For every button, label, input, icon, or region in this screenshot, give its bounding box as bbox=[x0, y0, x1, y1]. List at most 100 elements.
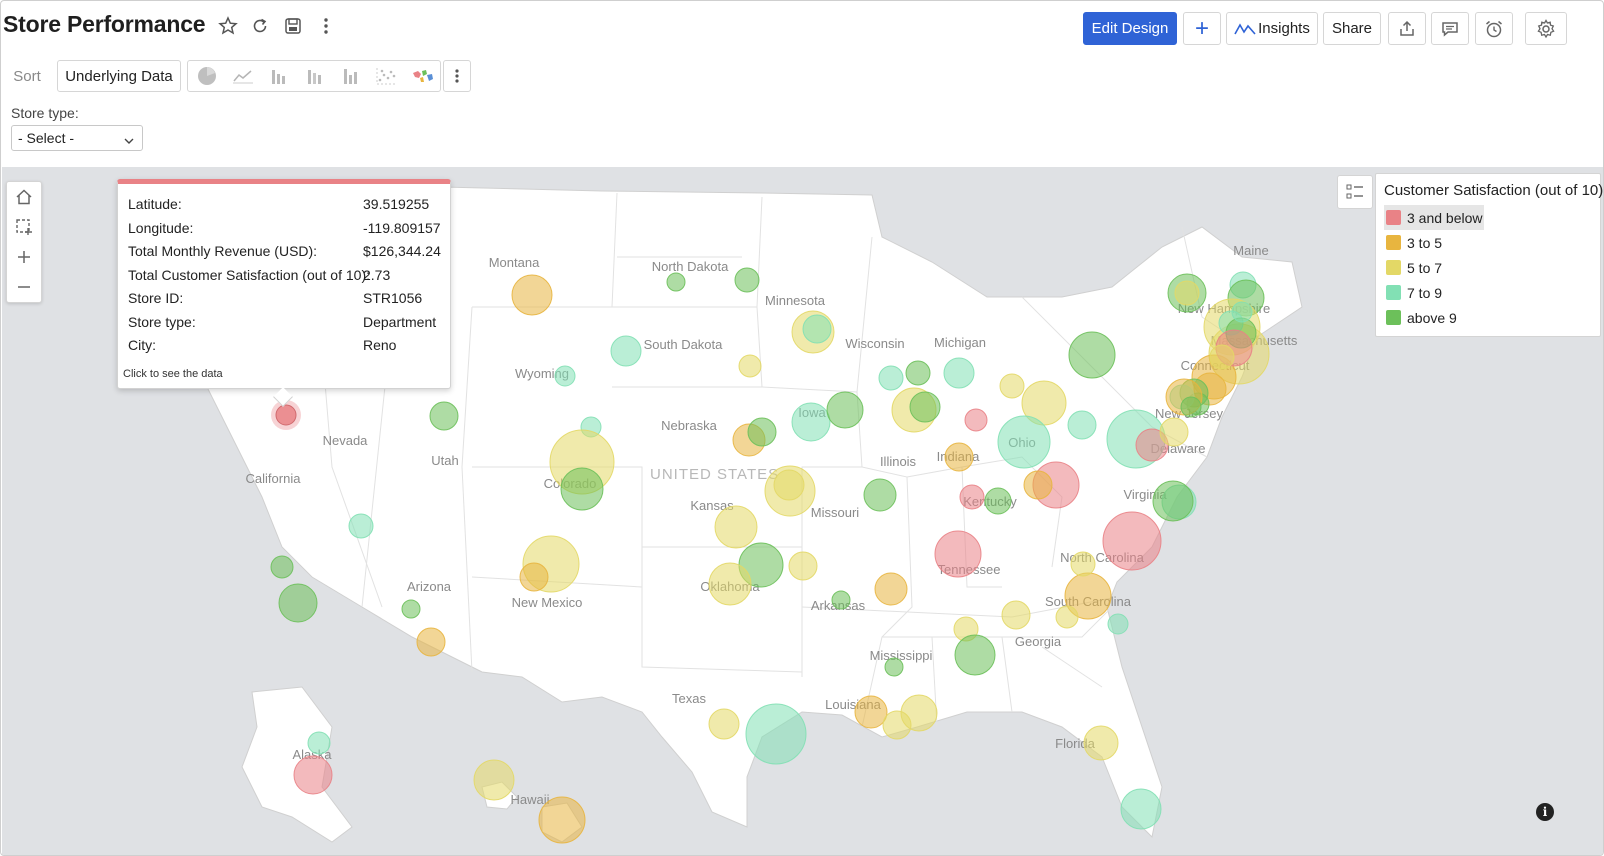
store-bubble[interactable] bbox=[1120, 788, 1162, 830]
store-bubble[interactable] bbox=[944, 442, 974, 472]
legend-toggle-icon[interactable] bbox=[1337, 175, 1373, 209]
store-type-select[interactable]: - Select - bbox=[11, 125, 143, 151]
settings-button[interactable] bbox=[1525, 12, 1567, 45]
share-button[interactable]: Share bbox=[1323, 12, 1381, 45]
store-bubble[interactable] bbox=[610, 335, 642, 367]
store-bubble[interactable] bbox=[666, 272, 686, 292]
store-bubble[interactable] bbox=[943, 357, 975, 389]
store-bubble[interactable] bbox=[964, 408, 988, 432]
legend-item[interactable]: 3 and below bbox=[1384, 205, 1484, 230]
store-bubble[interactable] bbox=[954, 634, 996, 676]
store-bubble[interactable] bbox=[788, 551, 818, 581]
store-bubble[interactable] bbox=[1068, 331, 1116, 379]
legend-item[interactable]: 3 to 5 bbox=[1384, 230, 1592, 255]
store-bubble[interactable] bbox=[802, 314, 832, 344]
store-bubble[interactable] bbox=[826, 391, 864, 429]
store-bubble[interactable] bbox=[831, 590, 851, 610]
star-icon[interactable] bbox=[215, 13, 241, 39]
underlying-data-button[interactable]: Underlying Data bbox=[57, 60, 181, 92]
save-icon[interactable] bbox=[280, 13, 306, 39]
store-bubble[interactable] bbox=[874, 572, 908, 606]
more-chart-options-button[interactable] bbox=[443, 60, 471, 92]
bar-chart-icon[interactable] bbox=[264, 62, 294, 90]
store-bubble[interactable] bbox=[293, 755, 333, 795]
map-canvas[interactable]: Montana North Dakota Minnesota South Dakota… bbox=[2, 167, 1603, 855]
refresh-icon[interactable] bbox=[247, 13, 273, 39]
store-bubble[interactable] bbox=[307, 731, 331, 755]
sort-button[interactable]: Sort bbox=[3, 60, 51, 92]
store-bubble[interactable] bbox=[1180, 396, 1202, 418]
store-bubble[interactable] bbox=[1067, 410, 1097, 440]
store-bubble[interactable] bbox=[1107, 613, 1129, 635]
store-bubble[interactable] bbox=[519, 562, 549, 592]
insights-button[interactable]: Insights bbox=[1226, 12, 1318, 45]
hovered-store-bubble[interactable] bbox=[275, 404, 297, 426]
home-icon[interactable] bbox=[7, 182, 41, 212]
store-bubble[interactable] bbox=[854, 695, 888, 729]
store-bubble[interactable] bbox=[1055, 605, 1079, 629]
store-bubble[interactable] bbox=[270, 555, 294, 579]
legend-item[interactable]: 5 to 7 bbox=[1384, 255, 1592, 280]
store-bubble[interactable] bbox=[1083, 725, 1119, 761]
store-bubble[interactable] bbox=[416, 627, 446, 657]
store-bubble[interactable] bbox=[745, 703, 807, 765]
store-bubble[interactable] bbox=[348, 513, 374, 539]
store-bubble[interactable] bbox=[554, 365, 576, 387]
store-bubble[interactable] bbox=[984, 487, 1012, 515]
store-bubble[interactable] bbox=[714, 505, 758, 549]
store-bubble[interactable] bbox=[1159, 417, 1189, 447]
store-bubble[interactable] bbox=[538, 796, 586, 844]
store-bubble[interactable] bbox=[708, 562, 752, 606]
store-bubble[interactable] bbox=[1023, 470, 1053, 500]
export-button[interactable] bbox=[1388, 12, 1426, 45]
marquee-select-icon[interactable] bbox=[7, 212, 41, 242]
store-bubble[interactable] bbox=[738, 354, 762, 378]
zoom-in-icon[interactable] bbox=[7, 242, 41, 272]
legend-item[interactable]: 7 to 9 bbox=[1384, 280, 1592, 305]
store-bubble[interactable] bbox=[560, 467, 604, 511]
alarm-button[interactable] bbox=[1475, 12, 1513, 45]
store-bubble[interactable] bbox=[900, 694, 938, 732]
store-bubble[interactable] bbox=[905, 360, 931, 386]
zoom-out-icon[interactable] bbox=[7, 272, 41, 302]
line-chart-icon[interactable] bbox=[228, 62, 258, 90]
store-bubble[interactable] bbox=[934, 530, 982, 578]
store-bubble[interactable] bbox=[1001, 600, 1031, 630]
store-bubble[interactable] bbox=[1070, 551, 1096, 577]
store-bubble[interactable] bbox=[999, 373, 1025, 399]
add-button[interactable]: + bbox=[1183, 12, 1221, 45]
store-bubble[interactable] bbox=[429, 401, 459, 431]
store-bubble[interactable] bbox=[708, 708, 740, 740]
store-bubble[interactable] bbox=[791, 402, 831, 442]
store-bubble[interactable] bbox=[959, 484, 985, 510]
edit-design-button[interactable]: Edit Design bbox=[1083, 12, 1177, 45]
store-bubble[interactable] bbox=[909, 391, 941, 423]
store-bubble[interactable] bbox=[278, 583, 318, 623]
store-bubble[interactable] bbox=[1152, 480, 1194, 522]
store-bubbles[interactable] bbox=[270, 267, 1270, 844]
pie-chart-icon[interactable] bbox=[192, 62, 222, 90]
column-chart-icon[interactable] bbox=[336, 62, 366, 90]
tooltip-hint[interactable]: Click to see the data bbox=[123, 368, 223, 380]
store-bubble[interactable] bbox=[473, 759, 515, 801]
store-bubble[interactable] bbox=[1102, 511, 1162, 571]
store-bubble[interactable] bbox=[773, 469, 805, 501]
store-bubble[interactable] bbox=[511, 274, 553, 316]
info-icon[interactable]: i bbox=[1536, 803, 1554, 821]
store-bubble[interactable] bbox=[997, 415, 1051, 469]
scatter-chart-icon[interactable] bbox=[372, 62, 402, 90]
store-bubble[interactable] bbox=[884, 657, 904, 677]
more-vertical-icon[interactable] bbox=[313, 13, 339, 39]
legend-item[interactable]: above 9 bbox=[1384, 305, 1592, 330]
store-bubble[interactable] bbox=[878, 365, 904, 391]
store-bubble[interactable] bbox=[734, 267, 760, 293]
stacked-bar-icon[interactable] bbox=[300, 62, 330, 90]
comment-button[interactable] bbox=[1431, 12, 1469, 45]
store-bubble[interactable] bbox=[1209, 344, 1235, 370]
store-bubble[interactable] bbox=[1231, 301, 1253, 323]
store-bubble[interactable] bbox=[747, 417, 777, 447]
store-bubble[interactable] bbox=[401, 599, 421, 619]
store-bubble[interactable] bbox=[1174, 280, 1200, 306]
map-chart-icon[interactable] bbox=[408, 62, 438, 90]
store-bubble[interactable] bbox=[863, 478, 897, 512]
